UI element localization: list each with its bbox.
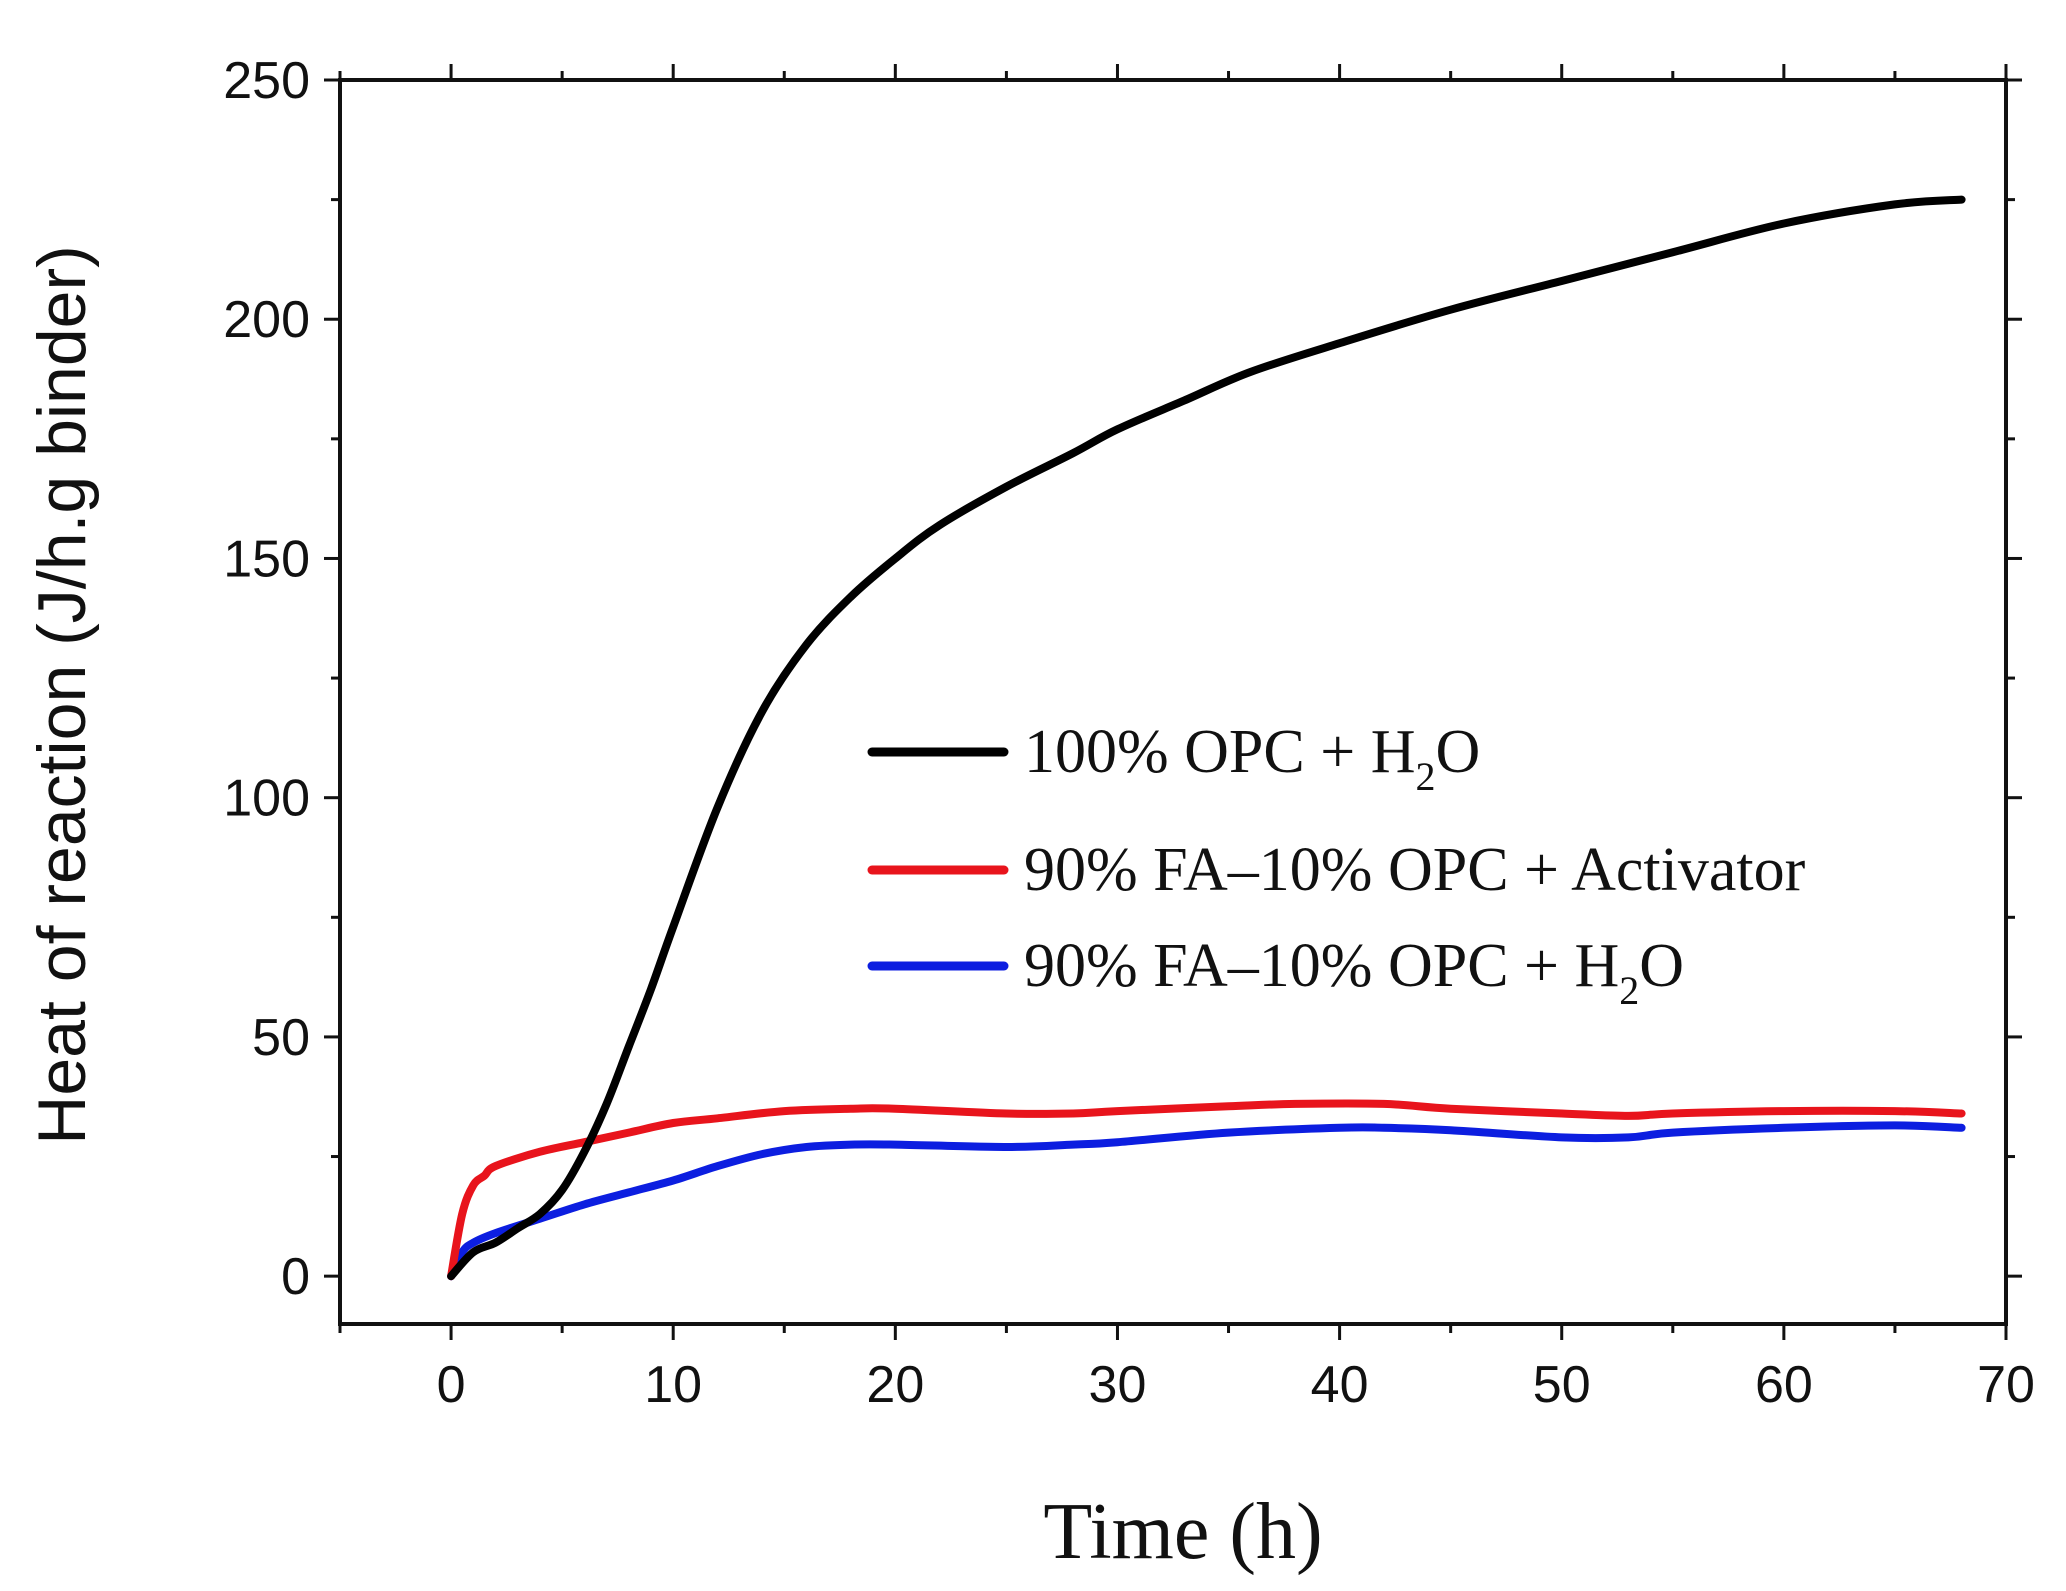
legend-label-2: 90% FA–10% OPC + Activator	[1024, 836, 1806, 904]
y-tick-label: 250	[223, 52, 310, 110]
axis-labels: Heat of reaction (J/h.g binder) Time (h)	[24, 245, 1323, 1576]
x-axis-label: Time (h)	[1043, 1488, 1322, 1576]
plot-area	[338, 78, 2008, 1326]
x-tick-label: 10	[644, 1356, 702, 1414]
x-tick-label: 30	[1089, 1356, 1147, 1414]
x-tick-label: 0	[437, 1356, 466, 1414]
y-tick-label: 50	[252, 1009, 310, 1067]
x-tick-label: 70	[1977, 1356, 2035, 1414]
series-line-3	[447, 1121, 1966, 1281]
y-tick-label: 0	[281, 1248, 310, 1306]
x-tick-label: 50	[1533, 1356, 1591, 1414]
x-tick-label: 40	[1311, 1356, 1369, 1414]
legend: 100% OPC + H2O 90% FA–10% OPC + Activator…	[867, 718, 1806, 1013]
plot-frame	[338, 78, 2008, 1326]
y-tick-label: 200	[223, 291, 310, 349]
x-tick-label: 20	[866, 1356, 924, 1414]
series-line-1	[447, 195, 1966, 1281]
legend-label-3: 90% FA–10% OPC + H2O	[1024, 932, 1684, 1013]
ticks-layer: 0 10 20 30 40 50 60 70 0 50 100 150 200 250	[223, 52, 2035, 1414]
legend-label-1: 100% OPC + H2O	[1024, 718, 1480, 799]
x-tick-label: 60	[1755, 1356, 1813, 1414]
y-tick-label: 100	[223, 770, 310, 828]
series-layer	[447, 195, 1966, 1281]
y-axis-label: Heat of reaction (J/h.g binder)	[24, 245, 100, 1145]
y-tick-label: 150	[223, 530, 310, 588]
series-line-2	[447, 1099, 1966, 1281]
